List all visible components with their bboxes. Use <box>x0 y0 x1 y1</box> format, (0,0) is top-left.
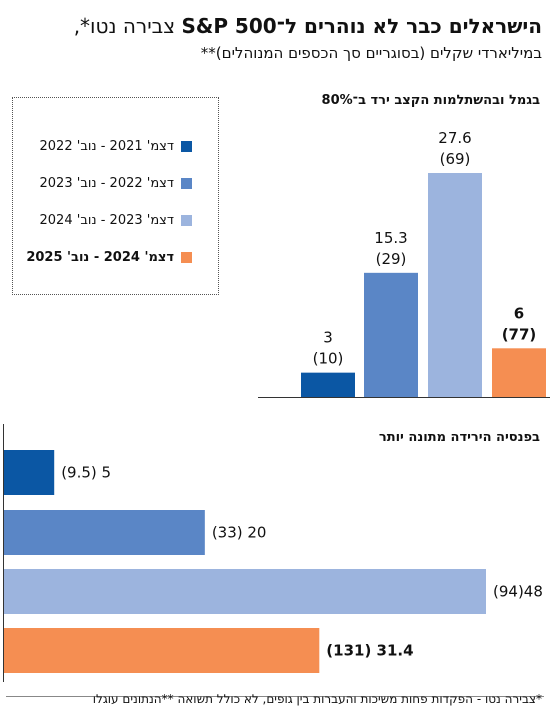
legend: דצמ' 2021 - נוב' 2022 דצמ' 2022 - נוב' 2… <box>12 97 219 295</box>
legend-item: דצמ' 2024 - נוב' 2025 <box>26 247 192 267</box>
bar-value-label: 6 <box>514 304 524 322</box>
legend-label: דצמ' 2022 - נוב' 2023 <box>39 175 174 191</box>
bar <box>301 372 355 397</box>
bar-value-label: (131) 31.4 <box>326 642 413 660</box>
bar <box>4 510 205 555</box>
footnote-divider <box>6 696 544 697</box>
chart-title: הישראלים כבר לא נוהרים ל־S&P 500 צבירה נ… <box>6 14 542 38</box>
footnote: *צבירה נטו - הפקדות פחות משיכות והעברות … <box>92 692 542 706</box>
legend-swatch <box>181 177 192 189</box>
legend-swatch <box>181 251 192 263</box>
bar <box>4 569 486 614</box>
legend-label: דצמ' 2024 - נוב' 2025 <box>26 249 174 265</box>
bar <box>364 272 418 397</box>
bar <box>4 450 55 495</box>
bar <box>492 348 546 397</box>
legend-swatch <box>181 140 192 152</box>
bar-value-label: (9.5) 5 <box>61 464 111 482</box>
chart-subtitle: במיליארדי שקלים (בסוגריים סך הכספים המנו… <box>200 44 542 62</box>
bar-value-label: 15.3 <box>374 229 407 247</box>
legend-item: דצמ' 2023 - נוב' 2024 <box>40 210 192 230</box>
bar-value-label: (94)48 <box>493 583 543 601</box>
chart-title-bold: הישראלים כבר לא נוהרים ל־S&P 500 <box>181 14 542 38</box>
legend-item: דצמ' 2022 - נוב' 2023 <box>40 173 192 193</box>
bar <box>4 628 320 673</box>
bar-total-label: (10) <box>313 350 344 368</box>
bar-total-label: (29) <box>376 250 407 268</box>
legend-label: דצמ' 2023 - נוב' 2024 <box>39 212 174 228</box>
bar-value-label: 27.6 <box>438 129 471 147</box>
bar-value-label: 3 <box>323 329 333 347</box>
chart-title-rest: צבירה נטו*, <box>73 14 182 38</box>
bar-total-label: (77) <box>502 325 537 343</box>
legend-item: דצמ' 2021 - נוב' 2022 <box>40 136 192 156</box>
top-chart-title: בגמל ובהשתלמות הקצב ירד ב־80% <box>321 93 540 108</box>
legend-label: דצמ' 2021 - נוב' 2022 <box>39 138 174 154</box>
bar-value-label: (33) 20 <box>212 524 267 542</box>
bar-total-label: (69) <box>440 150 471 168</box>
legend-swatch <box>181 214 192 226</box>
bottom-chart-title: בפנסיה הירידה מתונה יותר <box>378 430 540 445</box>
bar <box>428 173 482 397</box>
